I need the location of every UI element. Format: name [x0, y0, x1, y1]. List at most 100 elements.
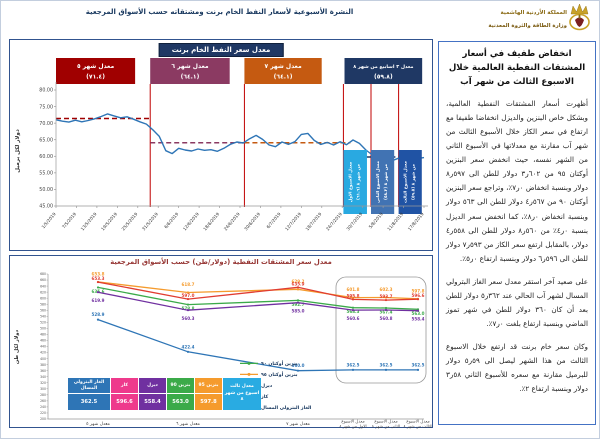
derivatives-chart-panel: معدل سعر المشتقات النفطية (دولار/طن) حسب…: [9, 255, 433, 429]
svg-text:240: 240: [40, 405, 46, 409]
svg-text:420: 420: [40, 351, 46, 355]
svg-text:422.4: 422.4: [182, 344, 195, 349]
svg-text:567.4: 567.4: [380, 310, 393, 315]
svg-text:653.8: 653.8: [92, 271, 105, 276]
svg-text:معدل شهر ٧: معدل شهر ٧: [264, 63, 302, 70]
svg-text:596.6: 596.6: [412, 293, 425, 298]
article-paragraph: وكان سعر خام برنت قد ارتفع خلال الاسبوع …: [446, 341, 588, 393]
svg-text:629.2: 629.2: [292, 279, 305, 284]
svg-text:400: 400: [40, 357, 46, 361]
derivatives-price-chart: 680 660 640 620 600 580 560 540 520 500 480 460 440 4…: [14, 271, 432, 429]
svg-text:560.8: 560.8: [380, 316, 393, 321]
svg-text:70.00: 70.00: [39, 121, 53, 127]
ministry-logo: المملكة الأردنية الهاشمية وزارة الطاقة و…: [488, 3, 590, 31]
table-column: بنزين 95 597.8: [195, 378, 222, 410]
svg-text:592.7: 592.7: [292, 302, 305, 307]
svg-text:620: 620: [40, 290, 46, 294]
svg-text:12/7/2019: 12/7/2019: [284, 211, 303, 232]
svg-text:560: 560: [40, 308, 46, 312]
svg-text:الاول من شهر ٨: الاول من شهر ٨: [339, 424, 366, 429]
svg-text:11/8/2019: 11/8/2019: [386, 211, 405, 232]
svg-text:585.0: 585.0: [292, 309, 305, 314]
svg-text:25/5/2019: 25/5/2019: [121, 211, 140, 232]
svg-text:معدل شهر ٧: معدل شهر ٧: [286, 422, 310, 427]
svg-text:معدل الاسبوع الثاني: معدل الاسبوع الثاني: [375, 161, 380, 203]
svg-text:362.5: 362.5: [412, 362, 425, 367]
svg-text:الغاز البترولي المسال: الغاز البترولي المسال: [261, 405, 312, 411]
svg-text:معدل شهر ٥: معدل شهر ٥: [77, 63, 115, 70]
week-average-boxes: معدل الاسبوع الاول من شهر ٨ (٦١.٦) معدل ال…: [343, 150, 422, 214]
svg-text:6/7/2019: 6/7/2019: [265, 211, 282, 230]
logo-text-line2: وزارة الطاقة والثروة المعدنية: [488, 23, 567, 29]
svg-text:595.8: 595.8: [347, 293, 360, 298]
svg-text:24/7/2019: 24/7/2019: [325, 211, 344, 232]
svg-text:معدل الاسبوع: معدل الاسبوع: [341, 419, 364, 424]
svg-text:653.3: 653.3: [92, 276, 105, 281]
svg-text:معدل الاسبوع الاول: معدل الاسبوع الاول: [348, 161, 353, 202]
svg-text:597.8: 597.8: [412, 288, 425, 293]
x-axis: معدل شهر ٥ معدل شهر ٦ معدل شهر ٧ معدل الاسب…: [86, 419, 432, 429]
svg-text:30/7/2019: 30/7/2019: [345, 211, 364, 232]
svg-text:بنزين أوكتان ٩٥: بنزين أوكتان ٩٥: [261, 371, 298, 378]
article-paragraph: أظهرت أسعار المشتقات النفطية العالمية، و…: [446, 99, 588, 263]
svg-text:6/6/2019: 6/6/2019: [163, 211, 180, 230]
svg-text:480: 480: [40, 333, 46, 337]
svg-text:معدل شهر ٦: معدل شهر ٦: [176, 422, 200, 427]
svg-text:340: 340: [40, 375, 46, 379]
svg-text:30/6/2019: 30/6/2019: [243, 211, 262, 232]
svg-text:الثالث من شهر ٨: الثالث من شهر ٨: [403, 424, 432, 429]
svg-text:380: 380: [40, 363, 46, 367]
svg-text:680: 680: [40, 272, 46, 276]
svg-text:558.4: 558.4: [412, 317, 425, 322]
svg-text:560.6: 560.6: [347, 316, 360, 321]
table-column-value: 563.0: [167, 394, 194, 410]
svg-text:5/8/2019: 5/8/2019: [368, 211, 385, 230]
svg-text:280: 280: [40, 393, 46, 397]
svg-text:260: 260: [40, 399, 46, 403]
svg-text:360.0: 360.0: [292, 363, 305, 368]
svg-text:640: 640: [40, 284, 46, 288]
svg-text:18/7/2019: 18/7/2019: [305, 211, 324, 232]
svg-text:من شهر ٨ (٥٩.٥): من شهر ٨ (٥٩.٥): [411, 164, 416, 200]
table-column: كاز 596.6: [111, 378, 138, 410]
article-title: انخفاض طفيف في أسعار المشتقات النفطية ال…: [448, 49, 586, 87]
svg-text:31/5/2019: 31/5/2019: [141, 211, 160, 232]
table-column-value: 597.8: [195, 394, 222, 410]
table-column: الغاز البترولي المسال 362.5: [68, 378, 110, 410]
svg-text:من شهر ٨ (٥٨.٣): من شهر ٨ (٥٨.٣): [383, 164, 388, 200]
table-row-label: معدل ثالث اسبوع من شهر ٨: [223, 378, 261, 410]
svg-text:24/6/2019: 24/6/2019: [223, 211, 242, 232]
svg-text:440: 440: [40, 345, 46, 349]
svg-text:معدل شهر ٥: معدل شهر ٥: [86, 422, 110, 427]
brent-chart-title: معدل سعر النفط الخام برنت: [158, 43, 284, 57]
svg-text:(٦٤.١): (٦٤.١): [181, 74, 200, 81]
svg-text:17/8/2019: 17/8/2019: [407, 211, 426, 232]
table-column-header: الغاز البترولي المسال: [68, 378, 110, 393]
svg-text:500: 500: [40, 327, 46, 331]
svg-text:563.0: 563.0: [412, 311, 425, 316]
table-column-value: 558.4: [139, 394, 166, 410]
svg-text:601.8: 601.8: [347, 287, 360, 292]
svg-text:معدل الاسبوع الثالث: معدل الاسبوع الثالث: [403, 161, 408, 203]
svg-text:(٦٤.١): (٦٤.١): [274, 74, 293, 81]
article-body: أظهرت أسعار المشتقات النفطية العالمية، و…: [446, 97, 588, 396]
svg-text:65.00: 65.00: [39, 137, 53, 143]
svg-text:معدل ٣ اسابيع من شهر ٨: معدل ٣ اسابيع من شهر ٨: [353, 64, 413, 70]
x-axis: 1/5/2019 7/5/2019 13/5/2019 19/5/2019 25/5/2…: [41, 206, 426, 232]
svg-text:600: 600: [40, 296, 46, 300]
svg-text:معدل الاسبوع: معدل الاسبوع: [374, 419, 397, 424]
svg-text:597.0: 597.0: [182, 293, 195, 298]
svg-text:580: 580: [40, 302, 46, 306]
week3-summary-table: معدل ثالث اسبوع من شهر ٨ بنزين 95 597.8 بنز…: [68, 378, 261, 410]
svg-text:ديزل: ديزل: [261, 383, 273, 389]
svg-text:528.9: 528.9: [92, 312, 105, 317]
svg-text:45.00: 45.00: [39, 204, 53, 210]
page-title: النشرة الأسبوعية لأسعار النفط الخام برنت…: [85, 8, 354, 16]
svg-text:الثاني من شهر ٨: الثاني من شهر ٨: [372, 424, 400, 429]
svg-text:220: 220: [40, 411, 46, 415]
svg-text:كاز: كاز: [260, 394, 268, 400]
y-axis: 80.00 75.00 70.00 65.00 60.00 55.00 50.00 45.00…: [14, 82, 428, 210]
svg-text:619.9: 619.9: [92, 298, 105, 303]
table-column-value: 362.5: [68, 394, 110, 410]
svg-text:362.5: 362.5: [380, 362, 393, 367]
